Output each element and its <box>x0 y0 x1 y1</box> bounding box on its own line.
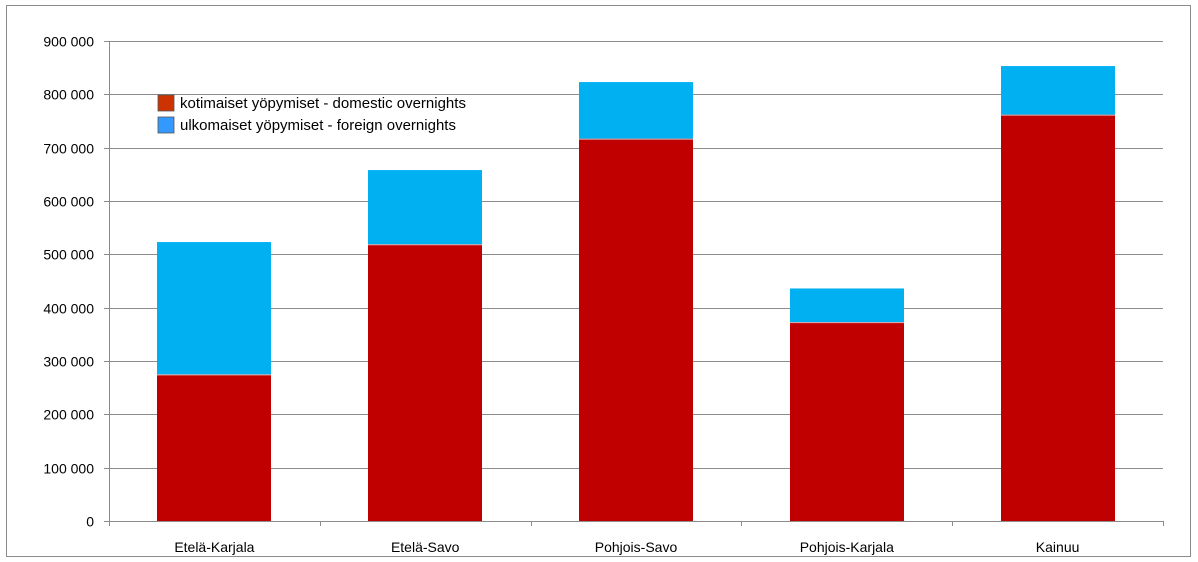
y-tick-label: 600 000 <box>43 194 94 210</box>
bar-domestic-1 <box>368 244 482 521</box>
legend-label-1: ulkomaiset yöpymiset - foreign overnight… <box>180 117 456 134</box>
bars <box>157 66 1115 521</box>
bar-foreign-1 <box>368 170 482 245</box>
bar-foreign-2 <box>579 82 693 139</box>
y-tick-label: 700 000 <box>43 141 94 157</box>
legend: kotimaiset yöpymiset - domestic overnigh… <box>157 94 466 134</box>
y-tick-label: 300 000 <box>43 354 94 370</box>
x-tick-label: Etelä-Karjala <box>174 539 254 555</box>
y-tick-label: 0 <box>86 514 94 530</box>
bar-foreign-3 <box>790 288 904 323</box>
legend-swatch-1 <box>157 116 175 134</box>
legend-label-0: kotimaiset yöpymiset - domestic overnigh… <box>180 95 466 112</box>
x-tick-label: Pohjois-Karjala <box>800 539 894 555</box>
bar-domestic-0 <box>157 374 271 521</box>
x-tick-label: Pohjois-Savo <box>595 539 678 555</box>
y-tick-label: 400 000 <box>43 301 94 317</box>
x-tick-label: Kainuu <box>1036 539 1080 555</box>
y-tick-label: 100 000 <box>43 461 94 477</box>
bar-foreign-4 <box>1001 66 1115 115</box>
y-tick-label: 500 000 <box>43 247 94 263</box>
legend-swatch-0 <box>157 94 175 112</box>
y-tick-label: 800 000 <box>43 87 94 103</box>
bar-foreign-0 <box>157 242 271 375</box>
bar-domestic-2 <box>579 138 693 521</box>
bar-domestic-4 <box>1001 114 1115 521</box>
x-tick-label: Etelä-Savo <box>391 539 460 555</box>
bar-domestic-3 <box>790 322 904 521</box>
y-tick-label: 200 000 <box>43 407 94 423</box>
axes: 0 100 000 200 000 300 000 400 000 500 000 600 … <box>43 34 1164 555</box>
y-tick-label: 900 000 <box>43 34 94 50</box>
